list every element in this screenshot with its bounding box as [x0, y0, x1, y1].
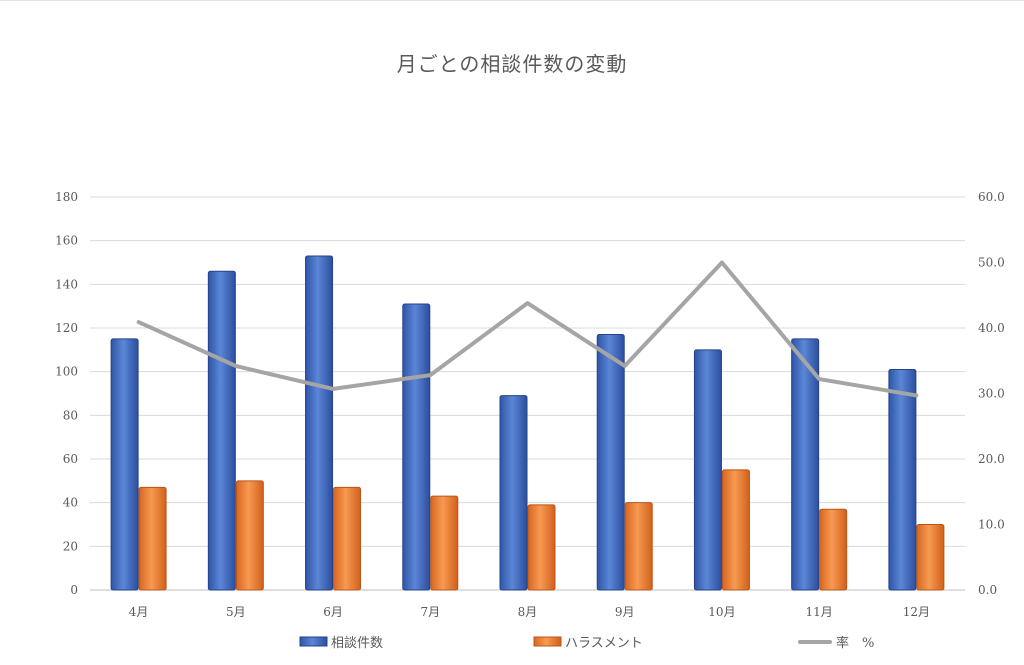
consult-count-bar	[888, 368, 917, 591]
y-left-tick-label: 60	[63, 452, 78, 466]
harassment-bar	[819, 508, 848, 591]
y-left-tick-label: 80	[63, 408, 78, 422]
x-tick-label: 4月	[129, 605, 149, 619]
x-tick-label: 12月	[903, 605, 930, 619]
chart-title: 月ごとの相談件数の変動	[396, 52, 628, 76]
x-tick-label: 9月	[615, 605, 635, 619]
x-tick-label: 8月	[518, 605, 538, 619]
consult-count-bar	[596, 334, 625, 591]
y-left-tick-label: 120	[55, 321, 78, 335]
consult-count-bar	[693, 349, 722, 591]
y-left-tick-label: 160	[55, 234, 78, 248]
legend: 相談件数 ハラスメント 率 %	[299, 635, 874, 651]
x-tick-label: 5月	[226, 605, 246, 619]
harassment-bar	[624, 502, 653, 591]
x-tick-label: 10月	[708, 605, 735, 619]
harassment-bar	[430, 495, 459, 591]
consult-count-bar	[791, 338, 820, 591]
legend-swatch	[533, 636, 562, 647]
rate-series-line	[136, 260, 919, 398]
top-divider	[0, 0, 1024, 1]
x-tick-label: 7月	[420, 605, 440, 619]
legend-label: 率 %	[836, 635, 874, 651]
legend-label: 相談件数	[331, 635, 383, 651]
y-right-tick-label: 50.0	[978, 256, 1005, 270]
y-left-tick-label: 40	[63, 496, 78, 510]
y-left-tick-label: 140	[55, 277, 78, 291]
consult-count-bar	[207, 270, 236, 591]
y-right-tick-label: 10.0	[978, 518, 1005, 532]
consult-count-bar	[110, 338, 139, 591]
bars	[110, 255, 945, 591]
harassment-bar	[333, 486, 362, 591]
x-tick-label: 11月	[806, 605, 833, 619]
y-left-tick-label: 100	[55, 365, 78, 379]
y-left-tick-label: 180	[55, 190, 78, 204]
harassment-bar	[721, 469, 750, 591]
x-tick-label: 6月	[323, 605, 343, 619]
consult-count-bar	[499, 395, 528, 591]
legend-swatch	[299, 636, 328, 647]
consult-count-bar	[402, 303, 431, 591]
consult-count-bar	[305, 255, 334, 591]
rate-line	[136, 260, 919, 398]
y-left-tick-label: 0	[70, 583, 78, 597]
harassment-bar	[916, 524, 945, 591]
y-right-tick-label: 40.0	[978, 321, 1005, 335]
y-right-tick-label: 60.0	[978, 190, 1005, 204]
harassment-bar	[235, 480, 264, 591]
y-left-tick-label: 20	[63, 539, 78, 553]
y-right-tick-label: 20.0	[978, 452, 1005, 466]
harassment-bar	[138, 486, 167, 591]
y-right-tick-label: 30.0	[978, 387, 1005, 401]
legend-label: ハラスメント	[565, 636, 643, 651]
axes: 0 20 40 60 80 100 120 140 160 180 0.0 10.0 20.0 30.0 4…	[55, 190, 1005, 619]
harassment-bar	[527, 504, 556, 591]
y-right-tick-label: 0.0	[978, 583, 997, 597]
